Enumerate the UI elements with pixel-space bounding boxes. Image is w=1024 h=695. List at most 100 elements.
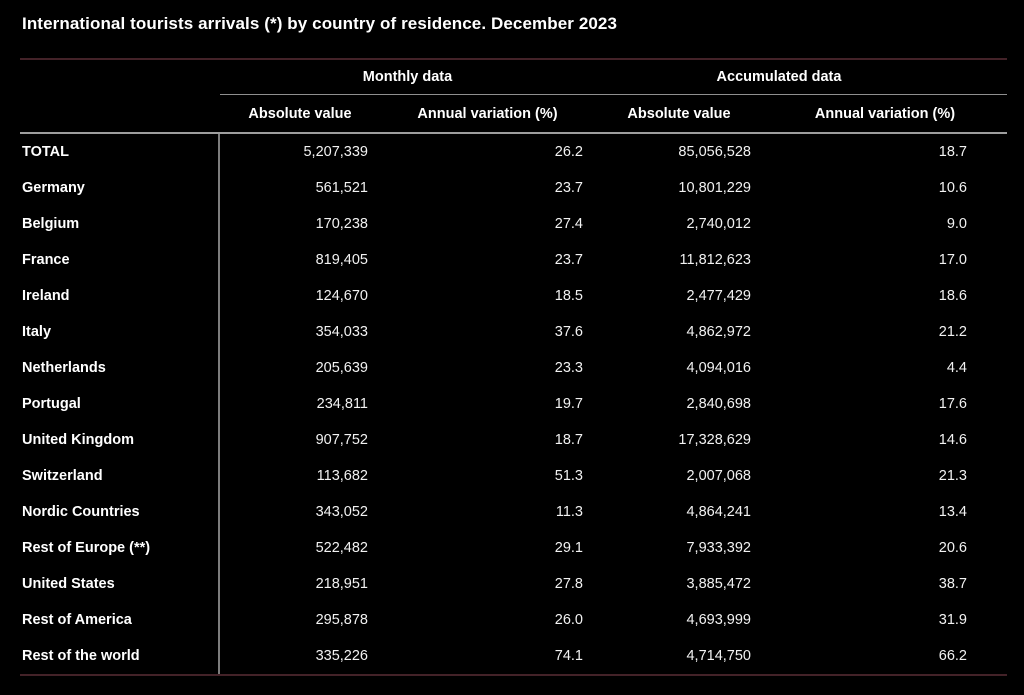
tourist-arrivals-table: Monthly data Accumulated data Absolute v… — [20, 58, 1007, 676]
monthly-absolute-value-cell: 218,951 — [315, 576, 368, 592]
accumulated-absolute-value-cell: 10,801,229 — [678, 180, 751, 196]
table-row: Italy 354,033 37.6 4,862,972 21.2 — [20, 314, 1007, 350]
group-header-accumulated-data: Accumulated data — [595, 60, 1007, 95]
accumulated-annual-variation-cell: 31.9 — [938, 612, 967, 628]
monthly-absolute-value-cell: 343,052 — [315, 504, 368, 520]
column-header-row: Absolute value Annual variation (%) Abso… — [20, 95, 1007, 134]
country-cell: Rest of America — [20, 602, 220, 638]
monthly-absolute-value-cell: 335,226 — [315, 648, 368, 664]
accumulated-annual-variation-cell: 38.7 — [938, 576, 967, 592]
country-cell: Netherlands — [20, 350, 220, 386]
table-row: Switzerland 113,682 51.3 2,007,068 21.3 — [20, 458, 1007, 494]
accumulated-absolute-value-cell: 4,693,999 — [686, 612, 751, 628]
monthly-annual-variation-cell: 18.5 — [554, 288, 583, 304]
monthly-annual-variation-cell: 11.3 — [555, 504, 583, 520]
monthly-annual-variation-cell: 27.4 — [554, 216, 583, 232]
monthly-absolute-value-cell: 124,670 — [315, 288, 368, 304]
accumulated-annual-variation-cell: 21.3 — [938, 468, 967, 484]
monthly-absolute-value-cell: 561,521 — [315, 180, 368, 196]
country-cell: Germany — [20, 170, 220, 206]
group-header-spacer — [20, 60, 220, 95]
accumulated-absolute-value-cell: 17,328,629 — [678, 432, 751, 448]
table-row: Germany 561,521 23.7 10,801,229 10.6 — [20, 170, 1007, 206]
country-cell: Portugal — [20, 386, 220, 422]
column-header-accumulated-absolute-value: Absolute value — [627, 105, 731, 122]
accumulated-annual-variation-cell: 21.2 — [938, 324, 967, 340]
table-row: United States 218,951 27.8 3,885,472 38.7 — [20, 566, 1007, 602]
monthly-absolute-value-cell: 234,811 — [316, 396, 368, 412]
table-body: TOTAL 5,207,339 26.2 85,056,528 18.7 Germany 5… — [20, 134, 1007, 674]
country-cell: Rest of Europe (**) — [20, 530, 220, 566]
column-header-monthly-annual-variation: Annual variation (%) — [417, 105, 558, 122]
country-cell: France — [20, 242, 220, 278]
accumulated-absolute-value-cell: 2,740,012 — [686, 216, 751, 232]
table-row: Nordic Countries 343,052 11.3 4,864,241 13.4 — [20, 494, 1007, 530]
accumulated-annual-variation-cell: 66.2 — [938, 648, 967, 664]
monthly-absolute-value-cell: 113,682 — [316, 468, 368, 484]
monthly-annual-variation-cell: 74.1 — [554, 648, 583, 664]
monthly-absolute-value-cell: 907,752 — [315, 432, 368, 448]
accumulated-absolute-value-cell: 4,862,972 — [686, 324, 751, 340]
group-header-monthly-data: Monthly data — [220, 60, 595, 95]
country-cell: Rest of the world — [20, 638, 220, 674]
accumulated-absolute-value-cell: 2,477,429 — [686, 288, 751, 304]
accumulated-annual-variation-cell: 20.6 — [938, 540, 967, 556]
monthly-annual-variation-cell: 23.3 — [554, 360, 583, 376]
column-group-header-row: Monthly data Accumulated data — [20, 60, 1007, 95]
table-row: TOTAL 5,207,339 26.2 85,056,528 18.7 — [20, 134, 1007, 170]
monthly-annual-variation-cell: 18.7 — [554, 432, 583, 448]
monthly-absolute-value-cell: 819,405 — [315, 252, 368, 268]
accumulated-annual-variation-cell: 10.6 — [938, 180, 967, 196]
accumulated-absolute-value-cell: 4,094,016 — [686, 360, 751, 376]
accumulated-absolute-value-cell: 85,056,528 — [678, 144, 751, 160]
monthly-annual-variation-cell: 26.0 — [554, 612, 583, 628]
accumulated-annual-variation-cell: 18.6 — [938, 288, 967, 304]
accumulated-absolute-value-cell: 3,885,472 — [686, 576, 751, 592]
monthly-annual-variation-cell: 26.2 — [554, 144, 583, 160]
accumulated-annual-variation-cell: 9.0 — [946, 216, 967, 232]
accumulated-absolute-value-cell: 7,933,392 — [686, 540, 751, 556]
monthly-annual-variation-cell: 37.6 — [554, 324, 583, 340]
country-cell: TOTAL — [20, 134, 220, 170]
monthly-annual-variation-cell: 27.8 — [554, 576, 583, 592]
country-cell: Nordic Countries — [20, 494, 220, 530]
accumulated-annual-variation-cell: 13.4 — [938, 504, 967, 520]
country-cell: Belgium — [20, 206, 220, 242]
monthly-absolute-value-cell: 354,033 — [315, 324, 368, 340]
page-title: International tourists arrivals (*) by c… — [22, 14, 618, 33]
monthly-annual-variation-cell: 23.7 — [554, 180, 583, 196]
monthly-annual-variation-cell: 29.1 — [554, 540, 583, 556]
table-row: Rest of America 295,878 26.0 4,693,999 31.9 — [20, 602, 1007, 638]
table-top-rule — [20, 58, 1007, 60]
monthly-absolute-value-cell: 522,482 — [315, 540, 368, 556]
table-bottom-rule — [20, 674, 1007, 676]
table-row: Belgium 170,238 27.4 2,740,012 9.0 — [20, 206, 1007, 242]
table-row: Rest of the world 335,226 74.1 4,714,750 66.… — [20, 638, 1007, 674]
monthly-annual-variation-cell: 23.7 — [554, 252, 583, 268]
monthly-absolute-value-cell: 205,639 — [315, 360, 368, 376]
column-header-monthly-absolute-value: Absolute value — [248, 105, 352, 122]
table-row: Portugal 234,811 19.7 2,840,698 17.6 — [20, 386, 1007, 422]
table-row: France 819,405 23.7 11,812,623 17.0 — [20, 242, 1007, 278]
accumulated-absolute-value-cell: 4,714,750 — [686, 648, 751, 664]
accumulated-absolute-value-cell: 2,840,698 — [686, 396, 751, 412]
accumulated-annual-variation-cell: 17.6 — [938, 396, 967, 412]
country-cell: Italy — [20, 314, 220, 350]
accumulated-annual-variation-cell: 18.7 — [938, 144, 967, 160]
country-cell: United Kingdom — [20, 422, 220, 458]
accumulated-absolute-value-cell: 11,812,623 — [679, 252, 752, 268]
country-cell: Ireland — [20, 278, 220, 314]
accumulated-annual-variation-cell: 14.6 — [938, 432, 967, 448]
table-row: Rest of Europe (**) 522,482 29.1 7,933,392 2… — [20, 530, 1007, 566]
accumulated-absolute-value-cell: 2,007,068 — [686, 468, 751, 484]
country-cell: United States — [20, 566, 220, 602]
monthly-annual-variation-cell: 51.3 — [554, 468, 583, 484]
accumulated-annual-variation-cell: 4.4 — [946, 360, 967, 376]
monthly-absolute-value-cell: 5,207,339 — [303, 144, 368, 160]
accumulated-annual-variation-cell: 17.0 — [938, 252, 967, 268]
table-row: Ireland 124,670 18.5 2,477,429 18.6 — [20, 278, 1007, 314]
accumulated-absolute-value-cell: 4,864,241 — [686, 504, 751, 520]
country-cell: Switzerland — [20, 458, 220, 494]
monthly-annual-variation-cell: 19.7 — [554, 396, 583, 412]
